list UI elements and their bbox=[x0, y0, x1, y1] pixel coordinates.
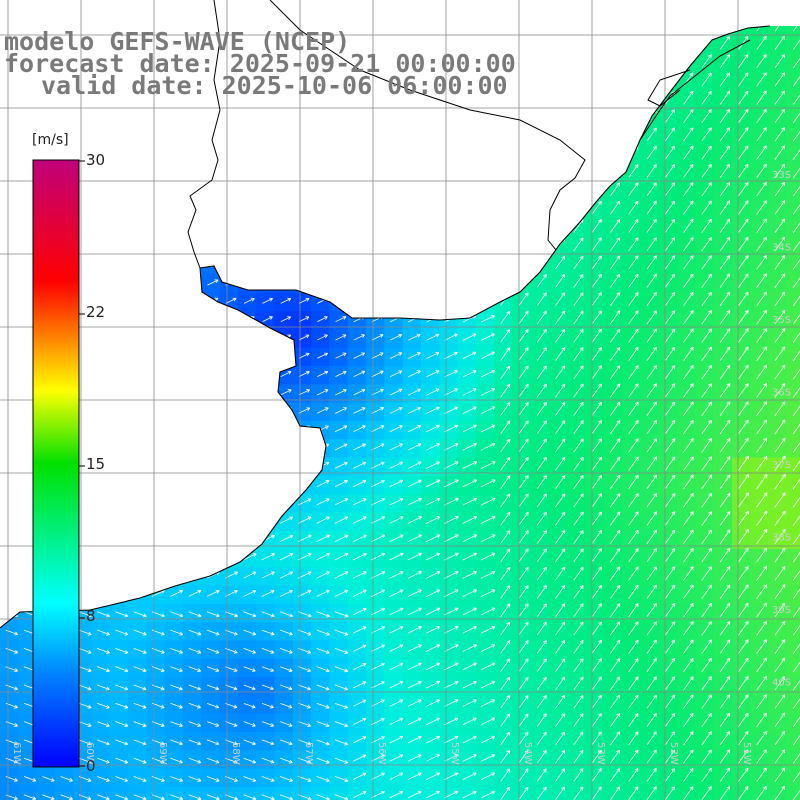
lon-label: 57W bbox=[303, 742, 314, 765]
colorbar-label-30: 30 bbox=[86, 151, 106, 169]
river-uruguay bbox=[187, 0, 221, 269]
valid-date: valid date: 2025-10-06 06:00:00 bbox=[41, 71, 508, 100]
lagoon-outline bbox=[639, 39, 751, 141]
lat-label: 35S bbox=[772, 315, 791, 326]
colorbar-label-8: 8 bbox=[86, 607, 96, 625]
colorbar-label-22: 22 bbox=[86, 303, 106, 321]
colorbar-unit: [m/s] bbox=[32, 132, 69, 148]
lon-label: 59W bbox=[157, 742, 168, 765]
forecast-date: forecast date: 2025-09-21 00:00:00 bbox=[4, 49, 516, 78]
model-title: modelo GEFS-WAVE (NCEP) bbox=[4, 27, 351, 56]
lat-label: 34S bbox=[772, 243, 791, 254]
border-line bbox=[269, 0, 586, 251]
lon-label: 61W bbox=[11, 742, 22, 765]
lat-label: 33S bbox=[772, 170, 791, 181]
colorbar-label-15: 15 bbox=[86, 455, 106, 473]
lat-label: 39S bbox=[772, 605, 791, 616]
lon-label: 58W bbox=[230, 742, 241, 765]
lon-label: 55W bbox=[449, 742, 460, 765]
longitude-labels: 61W 60W 59W 58W 57W 56W 55W 54W 53W 52W 51W bbox=[11, 742, 752, 765]
lon-label: 60W bbox=[84, 742, 95, 765]
lat-label: 38S bbox=[772, 533, 791, 544]
latitude-labels: 33S 34S 35S 36S 37S 38S 39S 40S bbox=[772, 170, 791, 689]
colorbar bbox=[32, 159, 80, 768]
coastline bbox=[0, 25, 771, 629]
lon-label: 53W bbox=[595, 742, 606, 765]
colorbar-label-0: 0 bbox=[86, 757, 96, 775]
lon-label: 54W bbox=[522, 742, 533, 765]
lat-label: 40S bbox=[772, 678, 791, 689]
lon-label: 56W bbox=[376, 742, 387, 765]
lat-label: 37S bbox=[772, 460, 791, 471]
lon-label: 52W bbox=[668, 742, 679, 765]
lon-label: 51W bbox=[741, 742, 752, 765]
lat-label: 36S bbox=[772, 388, 791, 399]
